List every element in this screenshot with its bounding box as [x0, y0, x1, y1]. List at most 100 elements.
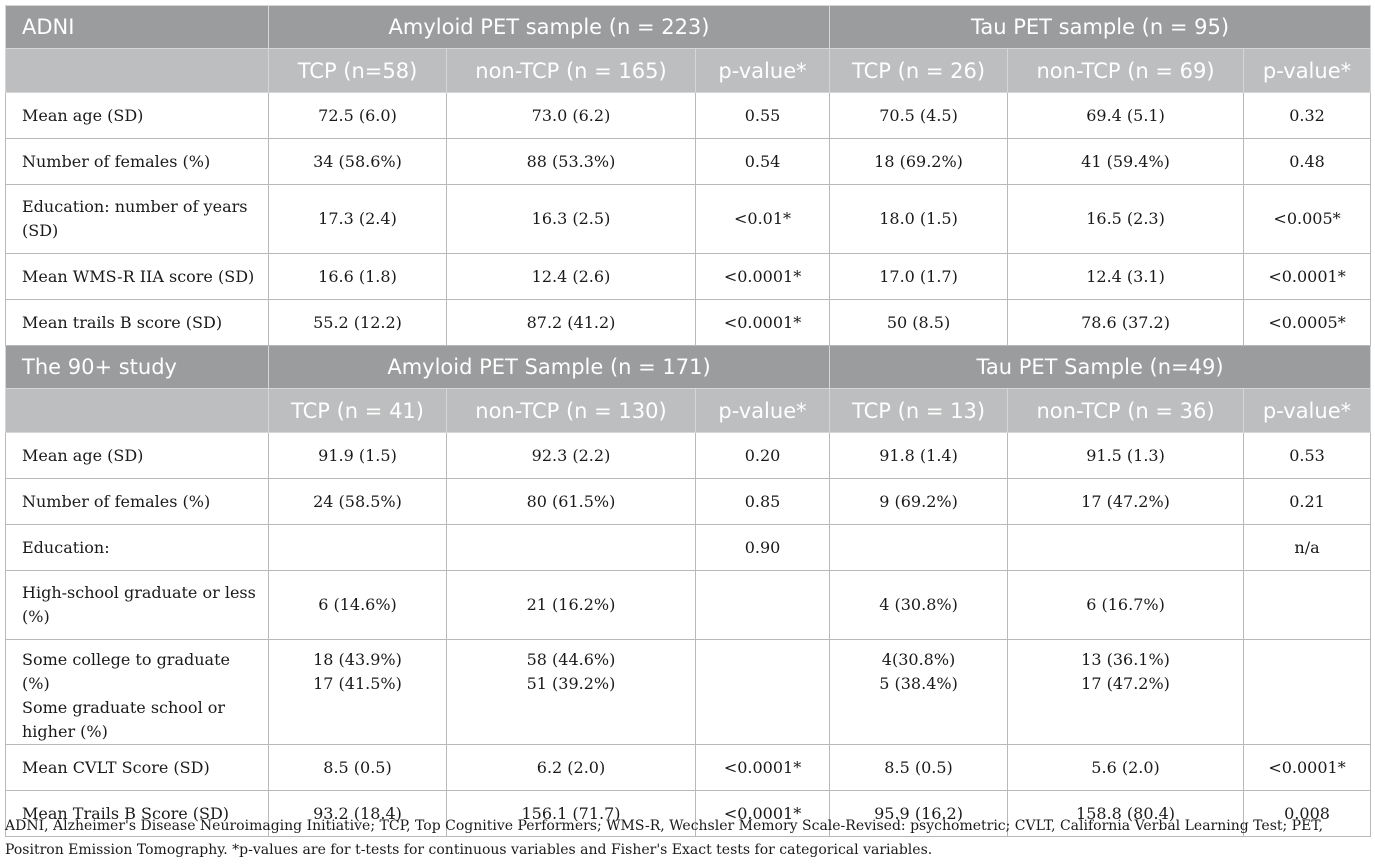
row-label: Mean Trails B Score (SD) — [5, 790, 269, 837]
table-cell: <0.0001* — [694, 253, 831, 300]
demographics-table: ADNI Amyloid PET sample (n = 223) Tau PE… — [5, 5, 1372, 837]
table-cell: 5 (38.4%) — [879, 674, 958, 693]
table-cell: 6 (14.6%) — [268, 570, 447, 640]
table-cell — [1243, 570, 1372, 640]
row-label-group: Some college to graduate (%) Some gradua… — [5, 639, 269, 745]
table-cell: 16.3 (2.5) — [446, 184, 696, 254]
table-cell: 50 (8.5) — [829, 299, 1009, 346]
table-cell-group: 18 (43.9%) 17 (41.5%) — [268, 639, 447, 745]
table-cell-group: 4(30.8%) 5 (38.4%) — [829, 639, 1009, 745]
adni-amyloid-header: Amyloid PET sample (n = 223) — [267, 5, 831, 49]
adni-col-amyloid-tcp: TCP (n=58) — [268, 48, 447, 93]
table-cell-group — [694, 639, 831, 745]
table-cell: 0.48 — [1243, 138, 1372, 185]
table-row: Number of females (%) 34 (58.6%) 88 (53.… — [5, 138, 1372, 185]
table-cell: 91.9 (1.5) — [268, 432, 447, 479]
table-footnote: ADNI, Alzheimer's Disease Neuroimaging I… — [5, 818, 1324, 858]
table-cell: 8.5 (0.5) — [829, 744, 1009, 791]
table-cell: 4 (30.8%) — [829, 570, 1009, 640]
table-cell: 0.008 — [1243, 790, 1372, 837]
table-cell: 51 (39.2%) — [526, 674, 616, 693]
table-cell: 16.5 (2.3) — [1007, 184, 1245, 254]
table-row: Some college to graduate (%) Some gradua… — [5, 639, 1372, 745]
table-cell: <0.005* — [1243, 184, 1372, 254]
table-cell-group — [1243, 639, 1372, 745]
table-cell: 9 (69.2%) — [829, 478, 1009, 525]
table-row: Mean trails B score (SD) 55.2 (12.2) 87.… — [5, 299, 1372, 346]
table-cell: <0.0005* — [1243, 299, 1372, 346]
adni-header-row: ADNI Amyloid PET sample (n = 223) Tau PE… — [5, 5, 1372, 49]
table-row: Mean CVLT Score (SD) 8.5 (0.5) 6.2 (2.0)… — [5, 744, 1372, 791]
study90-amyloid-header: Amyloid PET Sample (n = 171) — [267, 345, 831, 389]
table-cell: 0.54 — [694, 138, 831, 185]
table-cell: 158.8 (80.4) — [1007, 790, 1245, 837]
study90-header-row: The 90+ study Amyloid PET Sample (n = 17… — [5, 345, 1372, 389]
table-cell: 16.6 (1.8) — [268, 253, 447, 300]
row-label: Number of females (%) — [5, 478, 269, 525]
table-cell: 8.5 (0.5) — [268, 744, 447, 791]
table-cell: 70.5 (4.5) — [829, 92, 1009, 139]
table-cell: 73.0 (6.2) — [446, 92, 696, 139]
table-cell: 6.2 (2.0) — [446, 744, 696, 791]
table-cell — [829, 524, 1009, 571]
table-cell: 0.21 — [1243, 478, 1372, 525]
table-cell: 87.2 (41.2) — [446, 299, 696, 346]
table-cell: 12.4 (2.6) — [446, 253, 696, 300]
table-cell: 72.5 (6.0) — [268, 92, 447, 139]
study90-empty-header — [5, 388, 269, 433]
table-cell: <0.0001* — [694, 790, 831, 837]
table-cell: 17 (47.2%) — [1081, 674, 1170, 693]
table-cell: 18 (43.9%) — [313, 650, 402, 669]
study90-col-amyloid-tcp: TCP (n = 41) — [268, 388, 447, 433]
table-cell: 5.6 (2.0) — [1007, 744, 1245, 791]
table-cell: 12.4 (3.1) — [1007, 253, 1245, 300]
row-label: Number of females (%) — [5, 138, 269, 185]
table-cell: 0.85 — [694, 478, 831, 525]
row-label: Mean WMS-R IIA score (SD) — [5, 253, 269, 300]
table-cell: 41 (59.4%) — [1007, 138, 1245, 185]
table-cell: 0.53 — [1243, 432, 1372, 479]
study90-tau-header: Tau PET Sample (n=49) — [829, 345, 1372, 389]
table-cell: 80 (61.5%) — [446, 478, 696, 525]
table-row: Mean age (SD) 91.9 (1.5) 92.3 (2.2) 0.20… — [5, 432, 1372, 479]
adni-col-tau-tcp: TCP (n = 26) — [829, 48, 1009, 93]
table-cell: 4(30.8%) — [881, 650, 956, 669]
table-cell: 0.20 — [694, 432, 831, 479]
table-row: Mean age (SD) 72.5 (6.0) 73.0 (6.2) 0.55… — [5, 92, 1372, 139]
table-cell: <0.0001* — [694, 299, 831, 346]
row-label: Education: — [5, 524, 269, 571]
adni-col-tau-pvalue: p-value* — [1243, 48, 1372, 93]
table-cell: 69.4 (5.1) — [1007, 92, 1245, 139]
adni-study-label: ADNI — [5, 5, 269, 49]
table-cell: 17 (47.2%) — [1007, 478, 1245, 525]
table-cell: <0.0001* — [1243, 253, 1372, 300]
adni-tau-header: Tau PET sample (n = 95) — [829, 5, 1372, 49]
table-cell: 58 (44.6%) — [526, 650, 616, 669]
table-cell: 78.6 (37.2) — [1007, 299, 1245, 346]
table-cell — [268, 524, 447, 571]
table-row: Education: number of years (SD) 17.3 (2.… — [5, 184, 1372, 254]
adni-col-amyloid-pvalue: p-value* — [694, 48, 831, 93]
table-cell: <0.0001* — [694, 744, 831, 791]
table-cell-group: 58 (44.6%) 51 (39.2%) — [446, 639, 696, 745]
table-cell — [446, 524, 696, 571]
row-label: Mean age (SD) — [5, 92, 269, 139]
table-row: Mean Trails B Score (SD) 93.2 (18.4) 156… — [5, 790, 1372, 837]
table-cell: 0.55 — [694, 92, 831, 139]
table-cell — [694, 570, 831, 640]
row-label: Mean age (SD) — [5, 432, 269, 479]
table-row: Education: 0.90 n/a — [5, 524, 1372, 571]
table-row: Number of females (%) 24 (58.5%) 80 (61.… — [5, 478, 1372, 525]
study90-col-amyloid-pvalue: p-value* — [694, 388, 831, 433]
table-cell: <0.0001* — [1243, 744, 1372, 791]
row-label: Mean trails B score (SD) — [5, 299, 269, 346]
study90-col-amyloid-nontcp: non-TCP (n = 130) — [446, 388, 696, 433]
table-cell: 17 (41.5%) — [313, 674, 402, 693]
study90-col-tau-tcp: TCP (n = 13) — [829, 388, 1009, 433]
table-cell: 13 (36.1%) — [1081, 650, 1170, 669]
table-row: High-school graduate or less (%) 6 (14.6… — [5, 570, 1372, 640]
table-cell: 24 (58.5%) — [268, 478, 447, 525]
table-cell: 93.2 (18.4) — [268, 790, 447, 837]
table-cell: 21 (16.2%) — [446, 570, 696, 640]
row-label: Some graduate school or higher (%) — [22, 698, 226, 741]
